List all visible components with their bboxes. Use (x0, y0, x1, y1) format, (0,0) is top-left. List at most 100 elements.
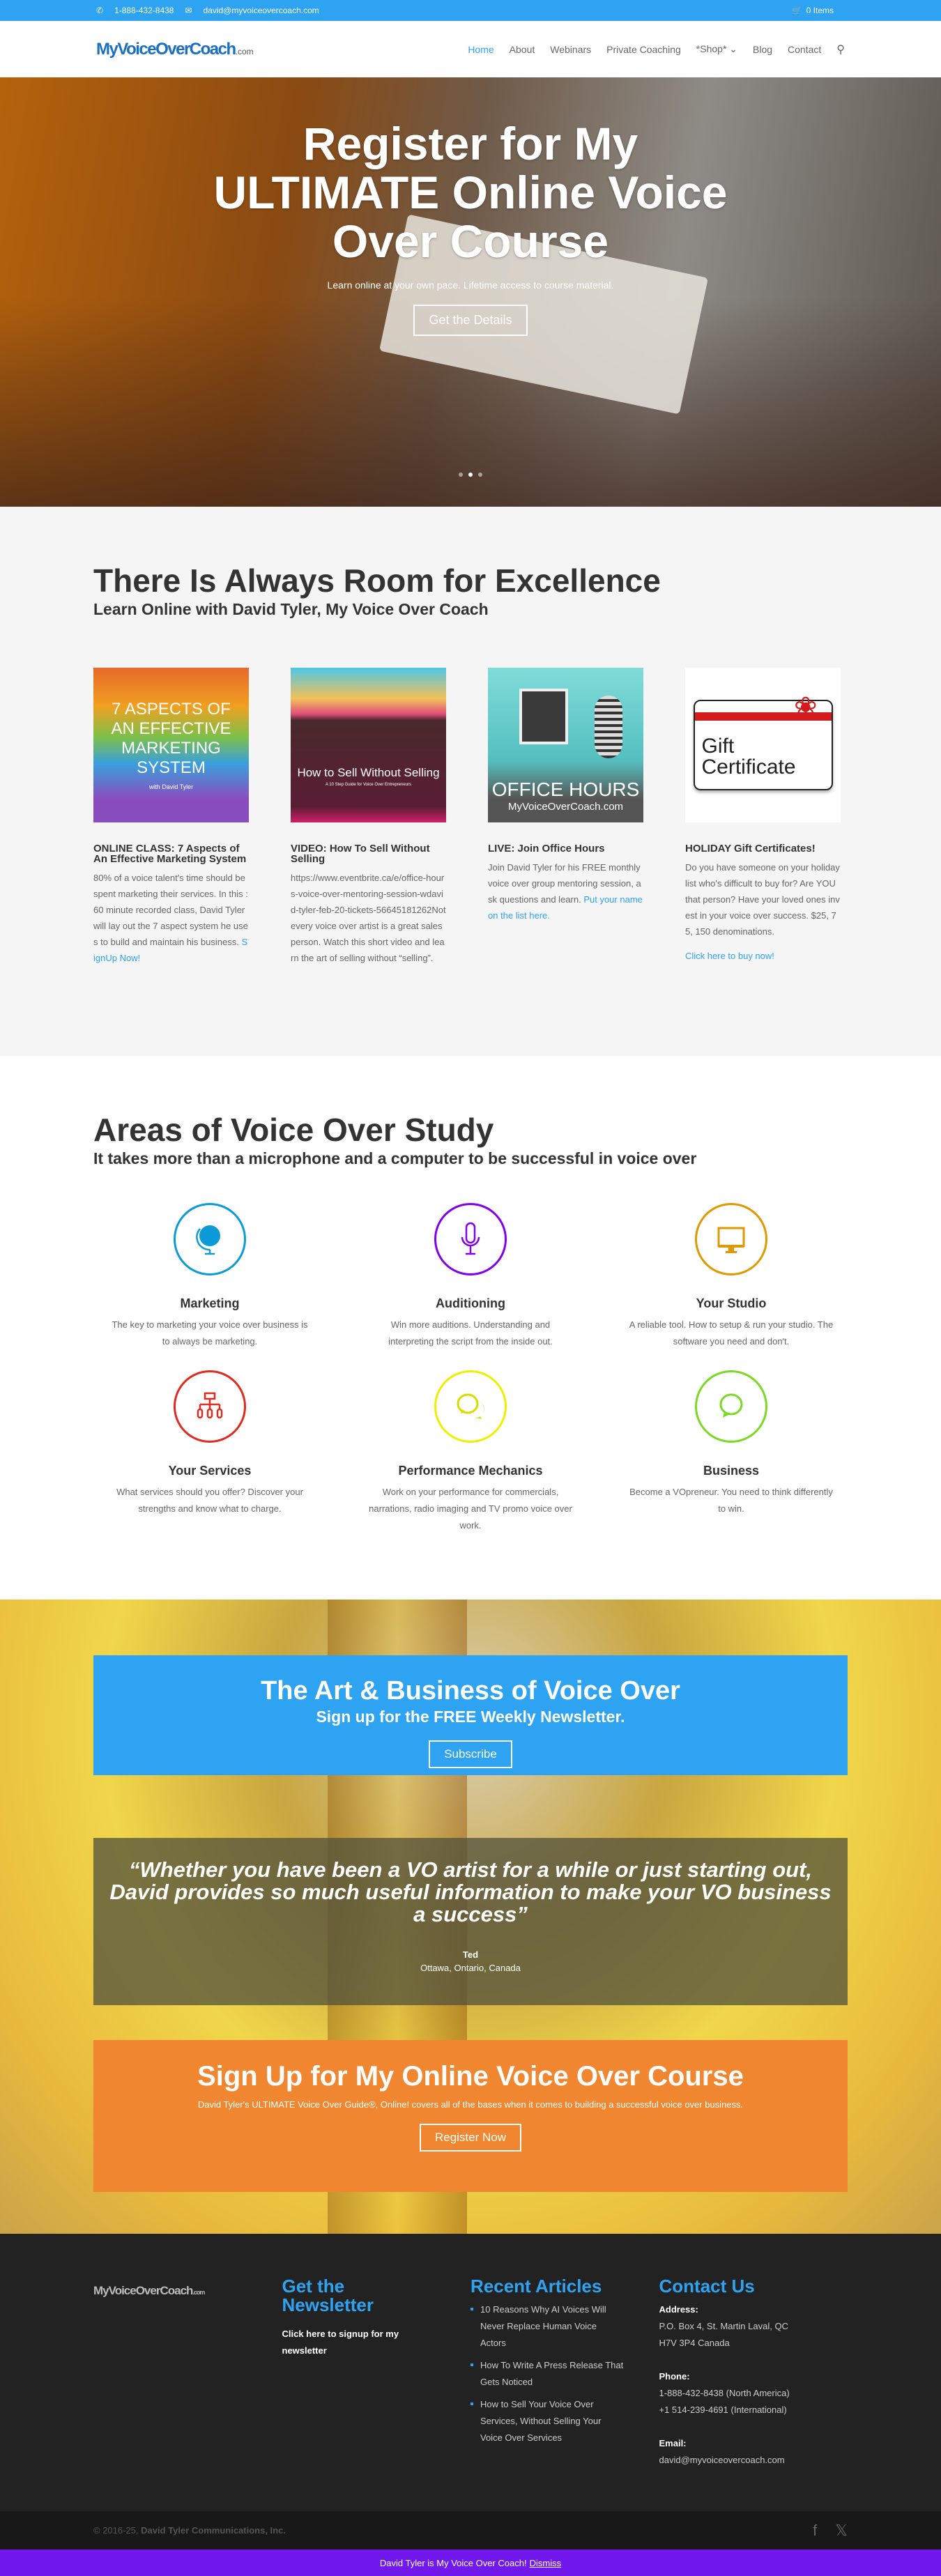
nav-shop-label: *Shop* (696, 43, 727, 54)
newsletter-signup-link[interactable]: Click here to signup for my newsletter (282, 2329, 399, 2356)
chat-bubbles-icon (434, 1370, 507, 1443)
course-title: Sign Up for My Online Voice Over Course (197, 2061, 744, 2092)
top-bar: ✆ 1-888-432-8438 ✉ david@myvoiceovercoach.… (0, 0, 941, 21)
footer-logo-text: MyVoiceOverCoach (93, 2284, 193, 2297)
testimonial-location: Ottawa, Ontario, Canada (420, 1963, 521, 1973)
card-image-subtext: MyVoiceOverCoach.com (507, 801, 624, 813)
article-link[interactable]: 10 Reasons Why AI Voices Will Never Repl… (470, 2301, 624, 2352)
card-image[interactable]: ❀ Gift Certificate (685, 668, 841, 822)
footer-email[interactable]: david@myvoiceovercoach.com (659, 2455, 785, 2465)
section-subtitle: It takes more than a microphone and a co… (93, 1149, 697, 1167)
top-phone[interactable]: 1-888-432-8438 (114, 6, 174, 15)
card-body: Do you have someone on your holiday list… (685, 862, 840, 937)
blurb-body: The key to marketing your voice over bus… (112, 1319, 308, 1347)
testimonial-quote: “Whether you have been a VO artist for a… (109, 1857, 832, 1926)
footer-logo[interactable]: MyVoiceOverCoach.com (93, 2284, 282, 2298)
hero-subtitle: Learn online at your own pace. Lifetime … (327, 279, 614, 291)
facebook-icon[interactable]: f (813, 2521, 818, 2539)
gift-certificate-graphic: ❀ Gift Certificate (693, 692, 833, 790)
microphone-image (595, 696, 622, 758)
card-image[interactable]: 7 ASPECTS OF AN EFFECTIVE MARKETING SYST… (93, 668, 249, 822)
nav-home[interactable]: Home (468, 43, 494, 55)
newsletter-title: The Art & Business of Voice Over (261, 1676, 680, 1705)
slide-dot[interactable] (459, 473, 463, 477)
card-image[interactable]: OFFICE HOURS MyVoiceOverCoach.com (488, 668, 643, 822)
blurb-title: Your Services (168, 1464, 252, 1478)
footer-articles-title: Recent Articles (470, 2276, 602, 2297)
slide-dot[interactable] (478, 473, 482, 477)
blurb-body: Become a VOpreneur. You need to think di… (629, 1487, 833, 1514)
search-icon[interactable]: ⚲ (836, 43, 845, 56)
sitemap-icon (174, 1370, 246, 1443)
card-image-text: How to Sell Without Selling (297, 766, 440, 779)
globe-icon (174, 1203, 246, 1275)
register-now-button[interactable]: Register Now (419, 2124, 522, 2152)
slide-dot-active[interactable] (468, 473, 473, 477)
mail-icon: ✉ (185, 6, 192, 15)
dismiss-link[interactable]: Dismiss (529, 2557, 562, 2568)
article-link[interactable]: How to Sell Your Voice Over Services, Wi… (470, 2396, 624, 2446)
phone-number[interactable]: 1-888-432-8438 (North America) (659, 2388, 790, 2398)
notice-bar: David Tyler is My Voice Over Coach! Dism… (0, 2550, 941, 2576)
card-image-subtext: A 10 Step Guide for Voice Over Entrepren… (325, 783, 412, 787)
nav-shop[interactable]: *Shop* ⌄ (696, 43, 737, 55)
blurb-body: A reliable tool. How to setup & run your… (629, 1319, 834, 1347)
subscribe-button[interactable]: Subscribe (429, 1740, 512, 1768)
cta-section: The Art & Business of Voice Over Sign up… (0, 1600, 941, 2234)
get-details-button[interactable]: Get the Details (413, 305, 528, 336)
newsletter-subtitle: Sign up for the FREE Weekly Newsletter. (316, 1708, 625, 1726)
card-image-subtext: with David Tyler (148, 783, 194, 790)
copyright: © 2016-25, (93, 2525, 139, 2536)
blurb-body: What services should you offer? Discover… (116, 1487, 303, 1514)
blurb-body: Win more auditions. Understanding and in… (388, 1319, 553, 1347)
card-image-text: OFFICE HOURS (491, 779, 640, 800)
card-link[interactable]: Put your name on the list here. (488, 894, 643, 921)
excellence-section: There Is Always Room for Excellence Lear… (0, 507, 941, 1056)
x-twitter-icon[interactable]: 𝕏 (835, 2521, 848, 2539)
card-gift-certificate: ❀ Gift Certificate HOLIDAY Gift Certific… (685, 668, 841, 966)
testimonial-author: Ted (462, 1949, 479, 1960)
nav-blog[interactable]: Blog (753, 43, 773, 55)
logo-suffix: .com (235, 46, 254, 56)
article-link[interactable]: How To Write A Press Release That Gets N… (470, 2357, 624, 2391)
ribbon (694, 712, 832, 721)
card-online-class: 7 ASPECTS OF AN EFFECTIVE MARKETING SYST… (93, 668, 249, 966)
card-link[interactable]: SignUp Now! (93, 937, 248, 963)
logo[interactable]: MyVoiceOverCoach.com (96, 40, 254, 59)
card-title[interactable]: VIDEO: How To Sell Without Selling (291, 843, 430, 865)
address-label: Address: (659, 2304, 698, 2315)
areas-section: Areas of Voice Over Study It takes more … (0, 1056, 941, 1600)
nav-contact[interactable]: Contact (788, 43, 822, 55)
blurb-marketing: Marketing The key to marketing your voic… (93, 1189, 326, 1356)
main-nav: Home About Webinars Private Coaching *Sh… (468, 43, 845, 56)
nav-webinars[interactable]: Webinars (550, 43, 592, 55)
card-image-text: Gift Certificate (701, 735, 796, 779)
card-title[interactable]: HOLIDAY Gift Certificates! (685, 843, 816, 854)
card-image[interactable]: How to Sell Without Selling A 10 Step Gu… (291, 668, 446, 822)
phone-label: Phone: (659, 2371, 690, 2382)
chevron-down-icon: ⌄ (729, 43, 737, 54)
course-box: Sign Up for My Online Voice Over Course … (93, 2040, 848, 2192)
card-link[interactable]: Click here to buy now! (685, 951, 774, 961)
top-email[interactable]: david@myvoiceovercoach.com (203, 6, 319, 15)
chat-bubble-icon (695, 1370, 767, 1443)
phone-icon: ✆ (96, 6, 104, 15)
blurb-your-studio: Your Studio A reliable tool. How to setu… (615, 1189, 848, 1356)
cart-count[interactable]: 0 Items (806, 6, 834, 15)
microphone-icon (434, 1203, 507, 1275)
card-title[interactable]: ONLINE CLASS: 7 Aspects of An Effective … (93, 843, 247, 865)
bow-icon: ❀ (793, 692, 818, 723)
section-subtitle: Learn Online with David Tyler, My Voice … (93, 600, 489, 618)
hero-slider: Register for My ULTIMATE Online Voice Ov… (0, 77, 941, 507)
card-body: 80% of a voice talent's time should be s… (93, 873, 248, 947)
portrait (519, 689, 568, 744)
monitor-icon (695, 1203, 767, 1275)
card-title[interactable]: LIVE: Join Office Hours (488, 843, 605, 854)
cart-icon[interactable]: 🛒 (791, 6, 802, 15)
footer-logo-suffix: .com (192, 2289, 205, 2296)
footer-contact-title: Contact Us (659, 2276, 755, 2297)
nav-private-coaching[interactable]: Private Coaching (606, 43, 681, 55)
nav-about[interactable]: About (509, 43, 535, 55)
newsletter-box: The Art & Business of Voice Over Sign up… (93, 1655, 848, 1775)
phone-number[interactable]: +1 514-239-4691 (International) (659, 2405, 787, 2415)
